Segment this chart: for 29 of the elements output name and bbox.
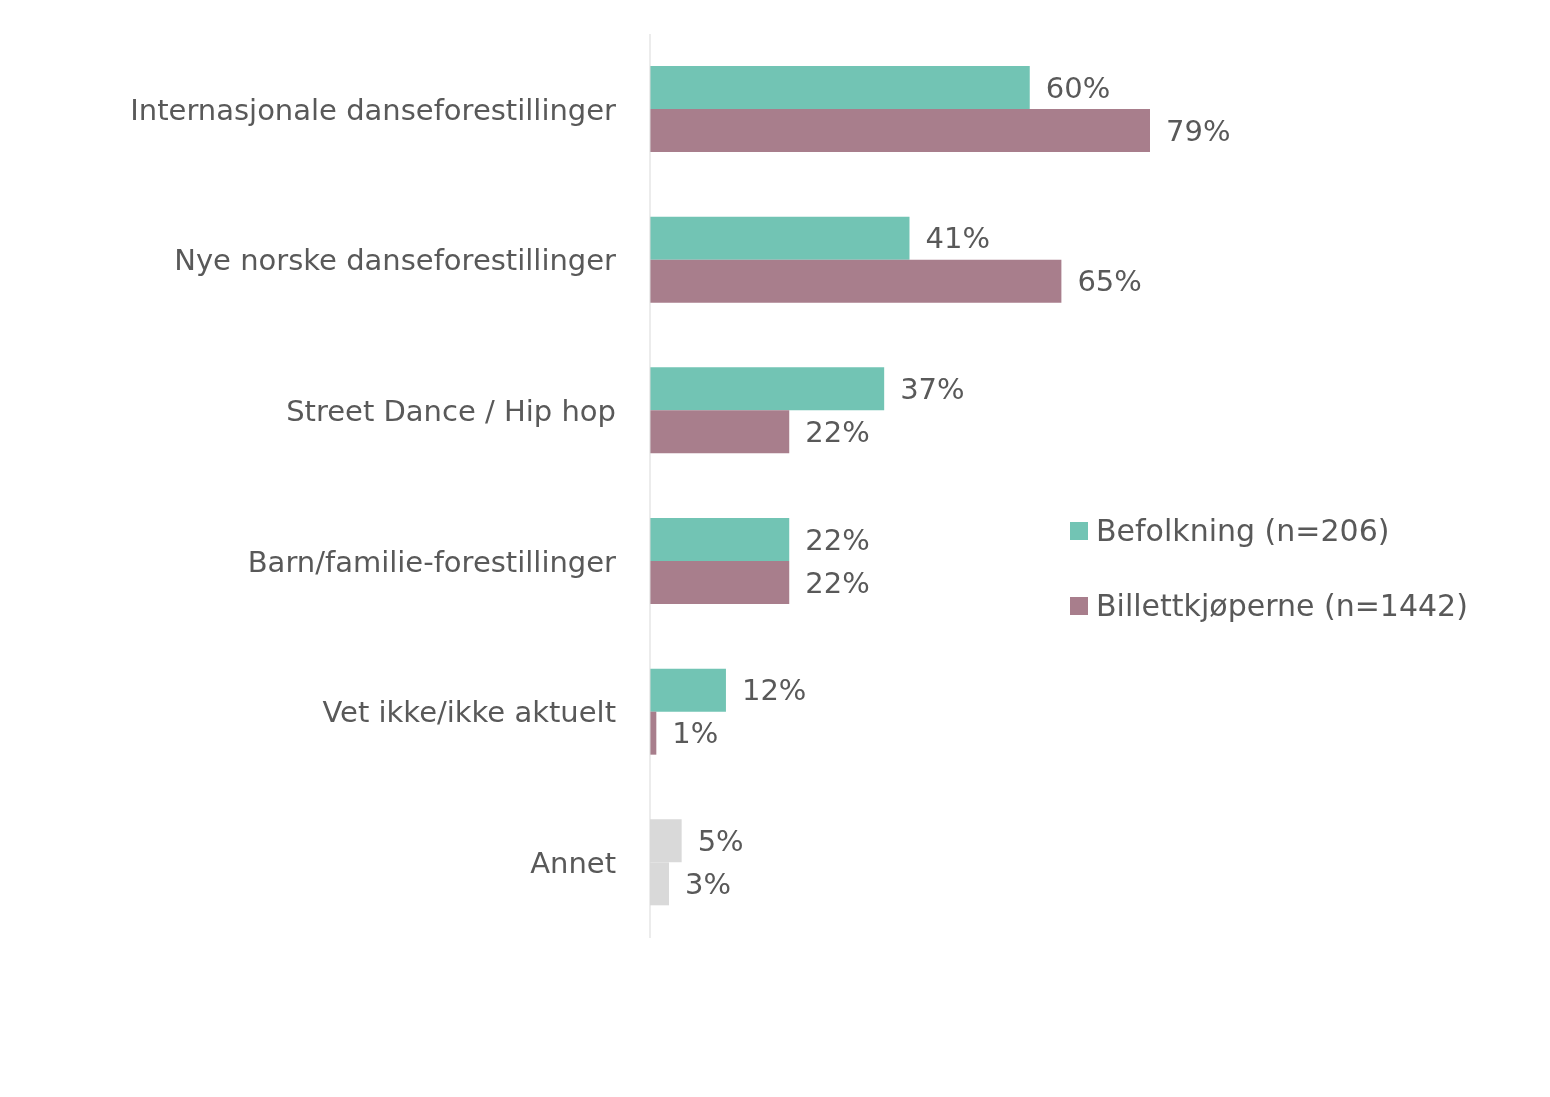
data-label: 12% [741,673,807,708]
bar [650,410,790,454]
legend-label: Billettkjøperne (n=1442) [1096,588,1468,623]
data-label: 3% [684,867,731,902]
data-label: 1% [672,716,719,751]
bar [650,259,1062,303]
bar [650,66,1030,109]
y-tick-label: Nye norske danseforestillinger [174,243,617,278]
data-label: 37% [900,372,965,407]
bar [650,216,910,260]
data-label: 22% [805,522,870,557]
bar [650,109,1150,152]
data-label: 22% [805,415,870,450]
bar [650,561,790,604]
y-tick-label: Internasjonale danseforestillinger [130,92,617,127]
data-label: 41% [925,221,990,256]
data-label: 65% [1077,264,1142,299]
data-label: 79% [1166,113,1231,148]
data-label: 5% [697,824,744,859]
bar [650,518,790,561]
data-label: 22% [805,565,870,600]
y-tick-label: Barn/familie-forestillinger [247,544,617,579]
bar [650,367,885,411]
legend-label: Befolkning (n=206) [1096,513,1390,548]
y-tick-label: Vet ikke/ikke aktuelt [322,695,616,730]
y-tick-label: Annet [530,845,616,880]
y-tick-label: Street Dance / Hip hop [286,393,616,428]
bar [650,668,726,712]
data-label: 60% [1045,70,1111,105]
